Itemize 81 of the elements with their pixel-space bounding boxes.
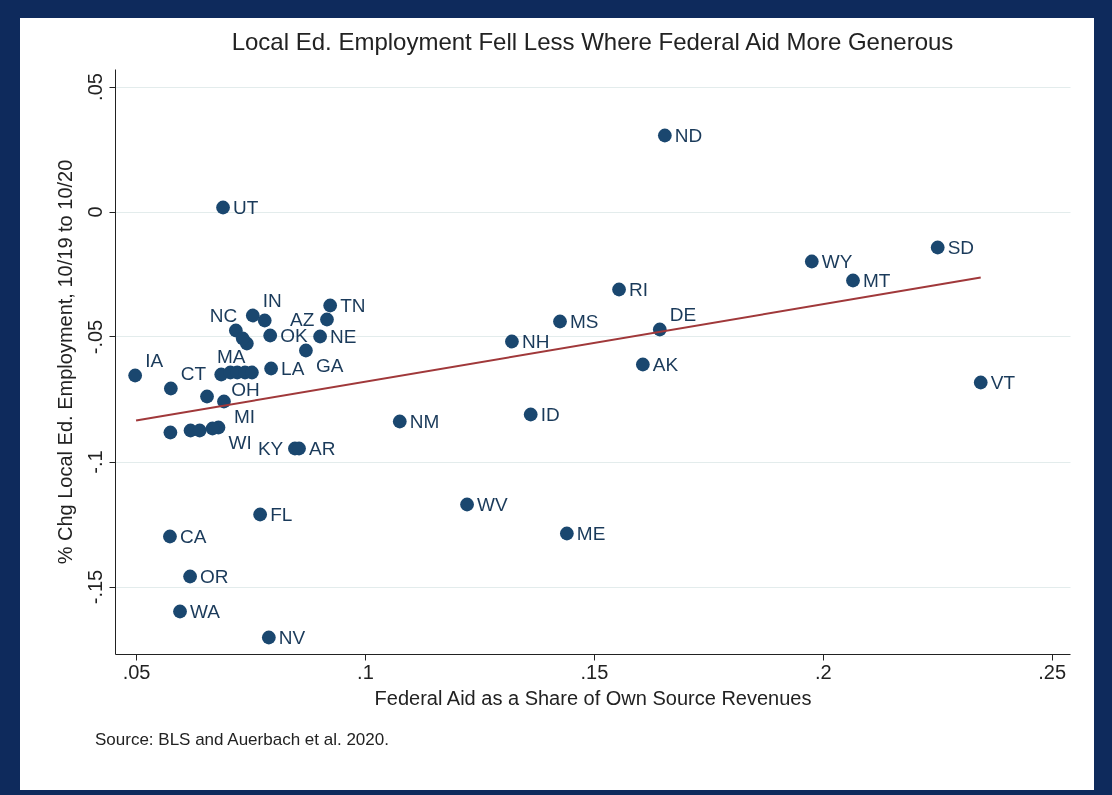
data-label: FL	[270, 503, 293, 525]
point	[612, 282, 626, 297]
data-label: MA	[217, 345, 246, 367]
data-label: NC	[209, 304, 238, 326]
data-label: NV	[278, 626, 306, 648]
data-label: VT	[990, 371, 1016, 393]
data-label: WI	[228, 431, 252, 453]
point	[657, 128, 672, 143]
chart-title: Local Ed. Employment Fell Less Where Federal Aid More Generous	[231, 28, 954, 55]
data-label: GA	[315, 354, 344, 376]
data-label: AR	[309, 437, 336, 459]
data-label: LA	[281, 357, 305, 379]
data-label: WY	[821, 250, 853, 272]
point	[257, 313, 272, 328]
x-tick-label: .2	[814, 660, 832, 683]
point	[323, 298, 338, 313]
point	[128, 368, 143, 383]
point	[846, 273, 860, 288]
point	[973, 375, 988, 390]
x-tick-label: .25	[1038, 660, 1067, 683]
data-label: ND	[674, 124, 703, 146]
data-label: OH	[231, 378, 260, 400]
x-tick-label: .15	[580, 660, 609, 683]
point	[553, 314, 567, 329]
point	[392, 414, 407, 429]
data-label: NH	[521, 330, 550, 352]
point	[183, 569, 197, 584]
data-label: KY	[257, 437, 284, 459]
point	[559, 526, 574, 541]
point	[523, 407, 538, 422]
point	[200, 389, 214, 404]
point	[245, 308, 260, 323]
point	[173, 604, 187, 619]
y-tick-label: -.05	[83, 319, 106, 355]
y-tick-label: 0	[83, 206, 106, 218]
x-tick-label: .1	[357, 660, 374, 683]
data-label: OR	[200, 565, 229, 587]
point	[264, 361, 279, 376]
data-label: NM	[409, 410, 440, 432]
point	[635, 357, 650, 372]
point	[460, 497, 474, 512]
data-label: IN	[262, 289, 282, 311]
y-tick-label: .05	[83, 73, 106, 101]
point	[320, 312, 334, 327]
point	[216, 200, 230, 215]
point	[235, 331, 250, 346]
source-note: Source: BLS and Auerbach et al. 2020.	[95, 730, 389, 749]
data-label: RI	[629, 278, 649, 300]
data-label: DE	[669, 303, 697, 325]
data-label: CA	[179, 525, 207, 547]
data-label: UT	[233, 196, 259, 218]
data-label: AZ	[289, 308, 315, 330]
point	[163, 425, 178, 440]
data-label: IA	[145, 349, 164, 371]
point	[253, 507, 268, 522]
data-label: CT	[180, 362, 207, 384]
y-axis-title: % Chg Local Ed. Employment, 10/19 to 10/20	[53, 159, 76, 565]
point	[804, 254, 819, 269]
data-label: ME	[576, 522, 606, 544]
data-label: ID	[540, 403, 560, 425]
point	[930, 240, 945, 255]
data-label: AK	[652, 353, 679, 375]
data-label: MT	[863, 269, 891, 291]
point	[261, 630, 276, 645]
point	[299, 343, 313, 358]
data-label: MI	[233, 405, 256, 427]
point	[163, 529, 177, 544]
y-tick-label: -.15	[83, 569, 106, 605]
data-label: SD	[947, 236, 975, 258]
data-label: TN	[340, 294, 366, 316]
data-label: WA	[190, 600, 221, 622]
data-label: NE	[330, 325, 357, 347]
point	[505, 334, 519, 349]
point	[263, 328, 278, 343]
data-label: MS	[570, 310, 599, 332]
data-label: WV	[477, 493, 508, 515]
x-tick-label: .05	[122, 660, 151, 683]
point	[163, 381, 178, 396]
y-tick-label: -.1	[83, 450, 106, 474]
point	[313, 329, 327, 344]
x-axis-title: Federal Aid as a Share of Own Source Revenues	[374, 686, 812, 709]
